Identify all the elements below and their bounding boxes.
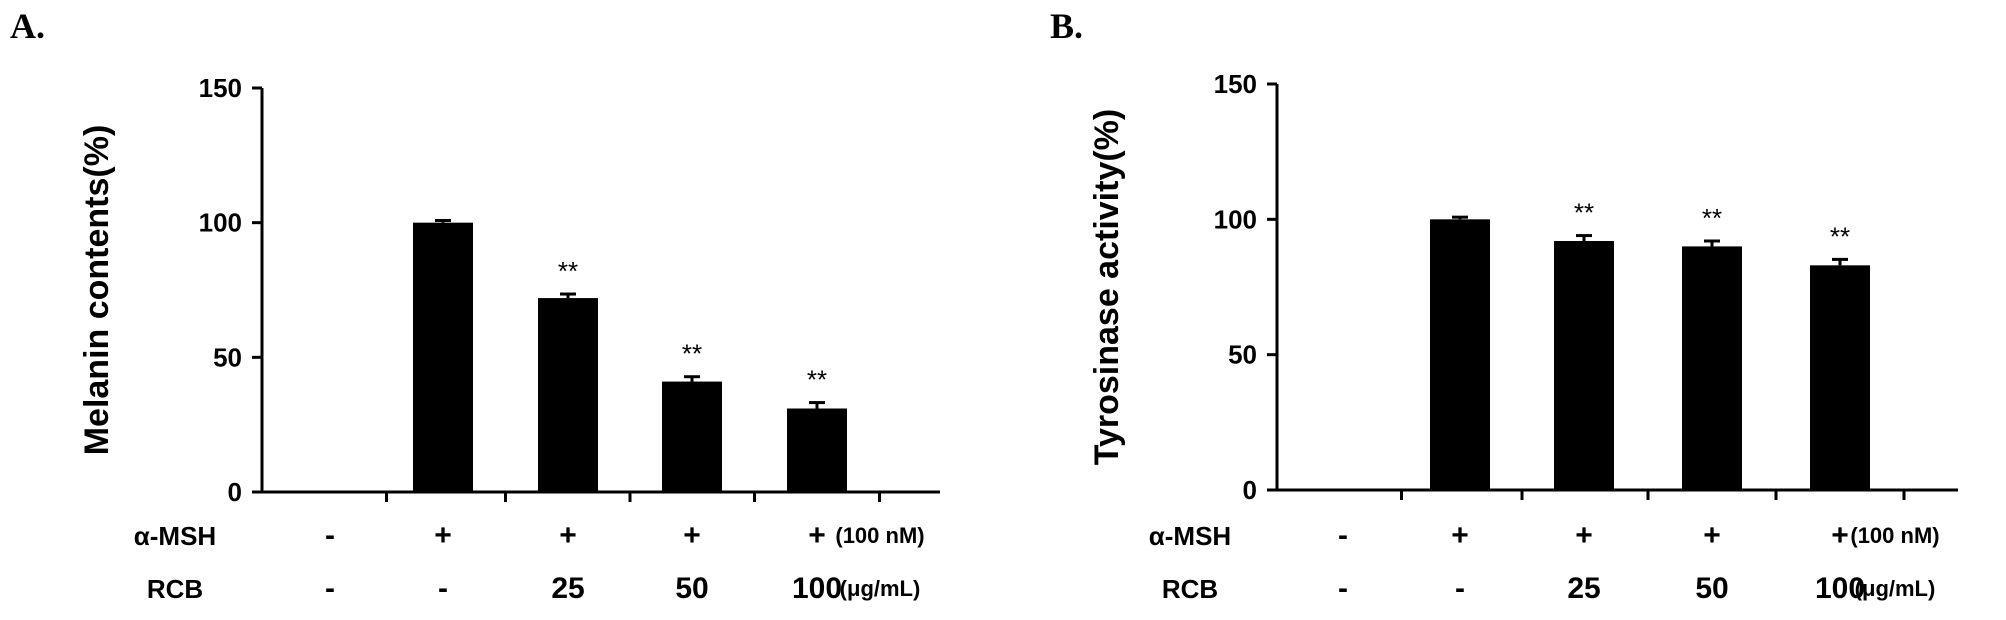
- y-tick-label: 100: [199, 208, 242, 238]
- bar: [787, 408, 847, 492]
- significance-marker: **: [1702, 203, 1722, 233]
- significance-marker: **: [807, 365, 827, 395]
- condition-cell: 25: [1567, 572, 1600, 605]
- bar: [413, 222, 473, 492]
- condition-cell: +: [1451, 519, 1469, 552]
- bar: [1554, 240, 1614, 490]
- y-tick-label: 50: [1228, 340, 1257, 370]
- chart-panel-b: B. 0 50 100 150 Tyrosinase activity(%) ** ** ** α…: [1050, 6, 1958, 605]
- condition-cell: 100: [1815, 572, 1865, 605]
- condition-cell: -: [1338, 572, 1348, 605]
- y-tick-label: 0: [228, 477, 242, 507]
- bar: [538, 298, 598, 492]
- condition-unit: (100 nM): [1850, 523, 1939, 548]
- chart-panel-a: A. 0 50 100 150 Melanin contents(%) ** ** ** α-MS…: [10, 6, 940, 605]
- y-axis-title: Tyrosinase activity(%): [1088, 109, 1126, 466]
- significance-marker: **: [1830, 221, 1850, 251]
- bar: [1430, 219, 1490, 491]
- condition-unit: (μg/mL): [840, 576, 921, 601]
- condition-cell: -: [1338, 519, 1348, 552]
- condition-cell: +: [1703, 519, 1721, 552]
- condition-cell: -: [438, 572, 448, 605]
- panel-letter: B.: [1050, 6, 1083, 46]
- condition-row-label: α-MSH: [1149, 521, 1231, 551]
- condition-cell: 50: [1695, 572, 1728, 605]
- condition-cell: +: [1831, 519, 1849, 552]
- bar: [662, 381, 722, 492]
- bar: [1810, 265, 1870, 490]
- condition-row-label: RCB: [1162, 574, 1218, 604]
- condition-cell: +: [808, 519, 826, 552]
- condition-cell: -: [325, 519, 335, 552]
- panel-letter: A.: [10, 6, 45, 46]
- y-axis-title: Melanin contents(%): [78, 125, 116, 456]
- condition-row-label: α-MSH: [134, 521, 216, 551]
- significance-marker: **: [682, 339, 702, 369]
- y-tick-label: 100: [1214, 204, 1257, 234]
- significance-marker: **: [1574, 198, 1594, 228]
- condition-cell: 50: [675, 572, 708, 605]
- condition-row-label: RCB: [147, 574, 203, 604]
- y-tick-label: 50: [213, 342, 242, 372]
- condition-cell: +: [559, 519, 577, 552]
- y-tick-label: 150: [1214, 69, 1257, 99]
- condition-unit: (μg/mL): [1855, 576, 1936, 601]
- bar: [1682, 246, 1742, 490]
- condition-unit: (100 nM): [835, 523, 924, 548]
- condition-cell: +: [1575, 519, 1593, 552]
- significance-marker: **: [558, 256, 578, 286]
- y-tick-label: 0: [1243, 475, 1257, 505]
- condition-cell: -: [1455, 572, 1465, 605]
- condition-cell: 25: [551, 572, 584, 605]
- condition-cell: +: [683, 519, 701, 552]
- condition-cell: 100: [792, 572, 842, 605]
- condition-cell: -: [325, 572, 335, 605]
- y-tick-label: 150: [199, 73, 242, 103]
- condition-cell: +: [434, 519, 452, 552]
